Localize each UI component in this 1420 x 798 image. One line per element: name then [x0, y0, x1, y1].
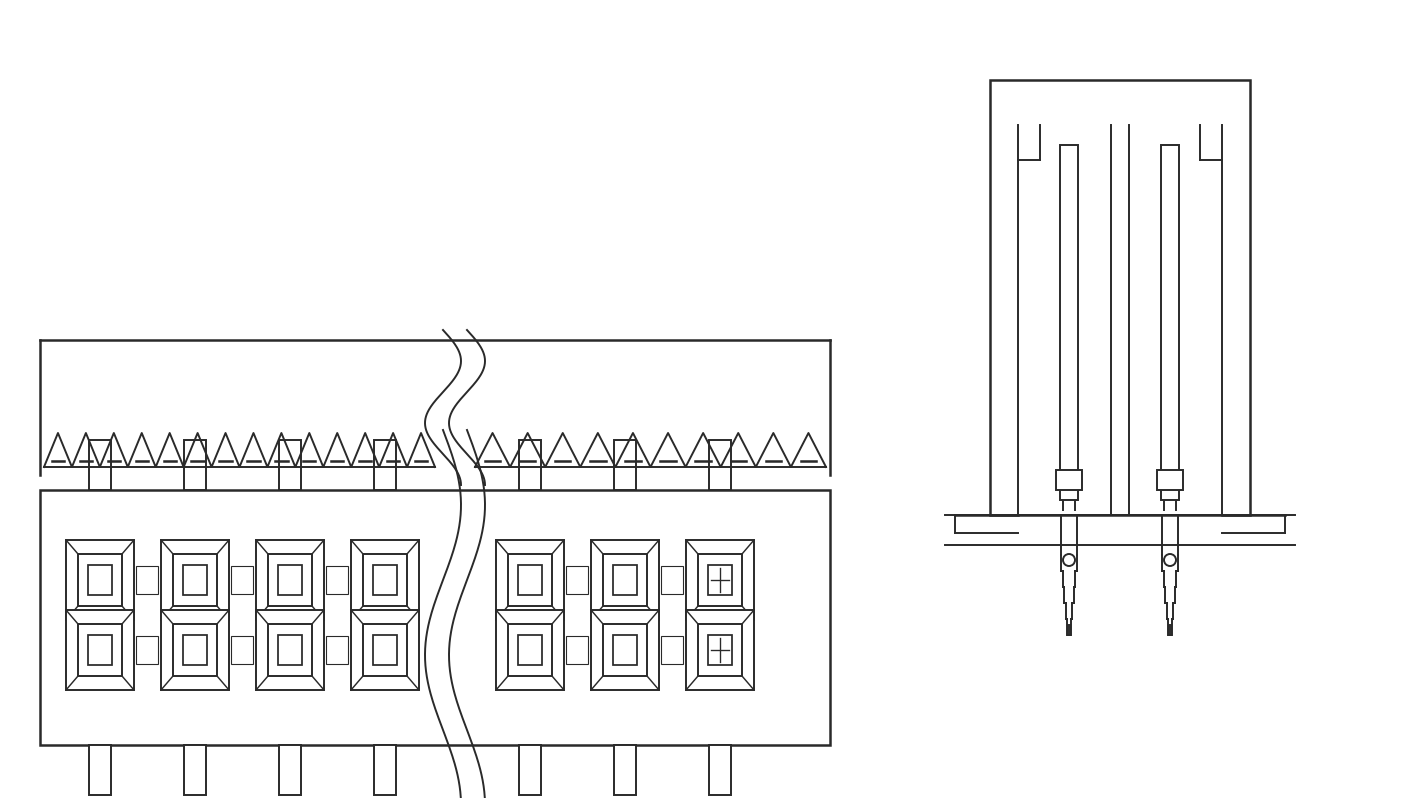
Bar: [136, 566, 158, 594]
Bar: [78, 554, 122, 606]
Bar: [65, 610, 133, 690]
Bar: [89, 440, 111, 490]
Bar: [88, 635, 112, 665]
Bar: [351, 540, 419, 620]
Bar: [567, 636, 588, 664]
Bar: [613, 565, 638, 595]
Bar: [1056, 470, 1082, 490]
Bar: [613, 745, 636, 795]
Bar: [518, 565, 542, 595]
Bar: [231, 636, 253, 664]
Bar: [508, 554, 552, 606]
Bar: [373, 440, 396, 490]
Bar: [567, 566, 588, 594]
Bar: [256, 610, 324, 690]
Bar: [183, 565, 207, 595]
Bar: [604, 624, 648, 676]
Bar: [185, 440, 206, 490]
Bar: [709, 565, 731, 595]
Bar: [699, 554, 743, 606]
Bar: [256, 540, 324, 620]
Bar: [660, 636, 683, 664]
Bar: [660, 566, 683, 594]
Bar: [40, 490, 831, 745]
Bar: [1223, 125, 1250, 515]
Bar: [89, 745, 111, 795]
Bar: [278, 565, 302, 595]
Bar: [604, 554, 648, 606]
Bar: [613, 440, 636, 490]
Bar: [268, 624, 312, 676]
Bar: [268, 554, 312, 606]
Bar: [183, 635, 207, 665]
Bar: [990, 125, 1018, 515]
Bar: [518, 440, 541, 490]
Bar: [591, 610, 659, 690]
Bar: [185, 745, 206, 795]
Bar: [709, 635, 731, 665]
Bar: [591, 540, 659, 620]
Bar: [160, 540, 229, 620]
Bar: [65, 540, 133, 620]
Bar: [518, 635, 542, 665]
Bar: [1059, 145, 1078, 500]
Bar: [709, 745, 731, 795]
Bar: [686, 610, 754, 690]
Bar: [173, 624, 217, 676]
Bar: [496, 610, 564, 690]
Bar: [364, 554, 408, 606]
Bar: [173, 554, 217, 606]
Bar: [373, 635, 398, 665]
Bar: [327, 566, 348, 594]
Bar: [613, 635, 638, 665]
Bar: [373, 565, 398, 595]
Bar: [278, 635, 302, 665]
Bar: [1162, 145, 1179, 500]
Bar: [351, 610, 419, 690]
Bar: [518, 745, 541, 795]
Bar: [699, 624, 743, 676]
Bar: [1157, 470, 1183, 490]
Bar: [278, 440, 301, 490]
Bar: [709, 440, 731, 490]
Bar: [508, 624, 552, 676]
Bar: [160, 610, 229, 690]
Bar: [327, 636, 348, 664]
Bar: [231, 566, 253, 594]
Bar: [686, 540, 754, 620]
Bar: [136, 636, 158, 664]
Bar: [278, 745, 301, 795]
Bar: [496, 540, 564, 620]
Bar: [990, 80, 1250, 515]
Bar: [78, 624, 122, 676]
Bar: [88, 565, 112, 595]
Bar: [990, 80, 1250, 125]
Bar: [364, 624, 408, 676]
Bar: [373, 745, 396, 795]
